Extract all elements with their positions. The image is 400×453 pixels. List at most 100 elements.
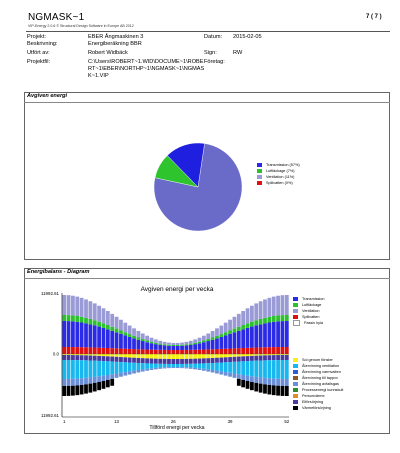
bar-segment	[136, 370, 141, 373]
bar-segment	[145, 363, 150, 369]
document-subtitle: VIP-Energy 2.0.6 © Structural Design Sof…	[28, 24, 134, 28]
bar-segment	[284, 295, 289, 315]
bar-segment	[210, 331, 215, 338]
bar-segment	[162, 367, 167, 369]
bar-segment	[284, 315, 289, 321]
pie-legend-item: Ventilation (11%)	[257, 174, 300, 180]
bar-segment	[201, 342, 206, 350]
sign-value: RW	[233, 50, 243, 56]
bar-segment	[171, 363, 176, 368]
legend-label: Passiv kyla	[304, 321, 323, 325]
bar-segment	[101, 323, 106, 328]
bar-segment	[175, 344, 180, 346]
legend-swatch	[293, 370, 298, 374]
bar-segment	[276, 354, 280, 356]
bar-segment	[197, 368, 202, 370]
bar-segment	[75, 385, 80, 396]
bar-segment	[232, 328, 237, 333]
bar-segment	[101, 347, 106, 354]
bar-segment	[245, 375, 250, 382]
bar-segment	[162, 341, 167, 345]
bar-segment	[79, 354, 84, 356]
bar-segment	[193, 367, 198, 370]
bar-segment	[123, 322, 128, 333]
bar-segment	[236, 361, 241, 375]
bar-segment	[145, 340, 150, 343]
bar-segment	[258, 301, 263, 319]
bar-segment	[79, 316, 84, 323]
bar-segment	[263, 347, 267, 354]
bar-segment	[232, 332, 237, 349]
legend-swatch	[293, 315, 298, 319]
bar-segment	[175, 363, 180, 368]
bar-segment	[263, 360, 267, 378]
bar-segment	[119, 354, 123, 358]
bar-segment	[97, 326, 101, 348]
bar-segment	[184, 349, 189, 354]
bar-segment	[149, 368, 154, 370]
bar-segment	[180, 367, 184, 369]
bar-segment	[241, 361, 246, 375]
bar-segment	[145, 342, 150, 350]
bar-segment	[219, 357, 224, 363]
bar-segment	[180, 344, 184, 346]
bar-segment	[206, 358, 211, 364]
bar-segment	[175, 345, 180, 350]
bar-segment	[180, 363, 184, 368]
bar-segment	[263, 354, 267, 356]
legend-label: Transmission (57%)	[266, 163, 300, 167]
bar-segment	[276, 321, 280, 348]
bar-segment	[258, 355, 263, 361]
bar-segment	[92, 376, 97, 383]
bar-segment	[71, 315, 75, 322]
bar-segment	[206, 369, 211, 372]
bar-segment	[254, 347, 259, 354]
bar-segment	[284, 321, 289, 347]
bar-segment	[71, 347, 75, 354]
legend-swatch	[293, 309, 298, 313]
bar-segment	[271, 385, 276, 396]
bar-segment	[215, 335, 219, 339]
legend-label: Processenergi kunnskult	[302, 388, 344, 392]
bar-segment	[132, 357, 136, 363]
bar-segment	[127, 336, 132, 349]
bar-segment	[97, 354, 101, 356]
bar-segment	[280, 360, 285, 379]
bar-segment	[254, 303, 259, 321]
bar-segment	[280, 321, 285, 348]
bar-segment	[193, 342, 198, 345]
bar-segment	[84, 384, 88, 394]
bar-segment	[193, 363, 198, 368]
bar-segment	[271, 355, 276, 361]
bar-segment	[228, 330, 232, 334]
projektfil-line-1: C:\Users\ROBERT~1.WID\DOCUME~1\ROBE	[88, 59, 204, 65]
bar-segment	[184, 354, 189, 359]
bar-segment	[84, 355, 88, 361]
bar-segment	[119, 357, 123, 363]
bar-segment	[97, 321, 101, 327]
bar-segment	[258, 324, 263, 348]
y-tick-label: 11992.61	[41, 291, 60, 296]
bar-segment	[236, 326, 241, 331]
chart-section-frame	[24, 268, 390, 434]
bar-segment	[136, 337, 141, 340]
bar-segment	[245, 323, 250, 328]
bar-segment	[258, 360, 263, 378]
legend-item: Transmission	[293, 296, 324, 302]
bar-segment	[149, 343, 154, 350]
bar-segment	[162, 363, 167, 368]
bar-segment	[71, 355, 75, 361]
bar-segment	[145, 335, 150, 341]
bar-segment	[88, 355, 93, 361]
bar-segment	[110, 378, 115, 386]
bar-segment	[119, 372, 123, 377]
bar-segment	[271, 296, 276, 317]
bar-segment	[250, 360, 254, 377]
bar-segment	[88, 318, 93, 325]
bar-segment	[71, 354, 75, 356]
bar-segment	[215, 338, 219, 350]
chart-legend-bottom: Sol genom fönster Återvinning ventilation…	[293, 357, 343, 411]
bar-segment	[140, 333, 145, 340]
bar-segment	[162, 349, 167, 354]
bar-segment	[193, 358, 198, 364]
